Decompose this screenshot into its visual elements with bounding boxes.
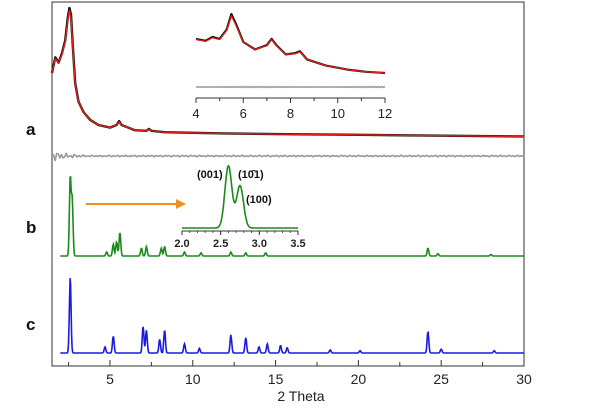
- series-a-difference: [51, 152, 525, 162]
- inset-a-plot: 4 6 8 10 12: [192, 13, 392, 121]
- plot-frame: [51, 1, 525, 367]
- peak-label-100: (100): [246, 194, 272, 206]
- main-plot: 5 10 15 20 25 30: [50, 1, 532, 387]
- inset-a-difference: [196, 85, 386, 89]
- series-c-pattern: [60, 278, 524, 354]
- x-tick-label: 30: [516, 371, 532, 387]
- peak-label-10-1: (10̄1): [238, 169, 264, 181]
- peak-label-001: (001): [197, 169, 223, 181]
- x-tick-label: 15: [268, 371, 284, 387]
- inset-a-tick-label: 4: [192, 106, 199, 121]
- inset-b-tick-label: 2.0: [174, 238, 189, 250]
- inset-a-measured: [195, 13, 386, 75]
- x-tick-label: 10: [185, 371, 201, 387]
- series-a-calculated: [51, 9, 525, 138]
- x-tick-label: 5: [106, 371, 114, 387]
- panel-label-a: a: [26, 120, 36, 139]
- inset-a-tick-label: 6: [240, 106, 247, 121]
- x-tick-label: 20: [351, 371, 367, 387]
- x-tick-label: 25: [433, 371, 449, 387]
- inset-b-tick-label: 2.5: [213, 238, 228, 250]
- inset-b-tick-label: 3.0: [252, 238, 267, 250]
- inset-b-tick-label: 3.5: [290, 238, 305, 250]
- inset-pointer-arrow: [86, 199, 186, 209]
- panel-label-b: b: [26, 218, 36, 237]
- x-axis-title: 2 Theta: [277, 388, 324, 404]
- inset-a-tick-label: 12: [378, 106, 392, 121]
- inset-a-tick-label: 10: [331, 106, 345, 121]
- panel-label-c: c: [26, 315, 35, 334]
- inset-a-tick-label: 8: [287, 106, 294, 121]
- inset-b-pattern: [182, 164, 298, 229]
- series-b-pattern: [60, 175, 524, 257]
- inset-a-calculated: [195, 15, 386, 74]
- inset-b-plot: 2.0 2.5 3.0 3.5: [174, 164, 306, 250]
